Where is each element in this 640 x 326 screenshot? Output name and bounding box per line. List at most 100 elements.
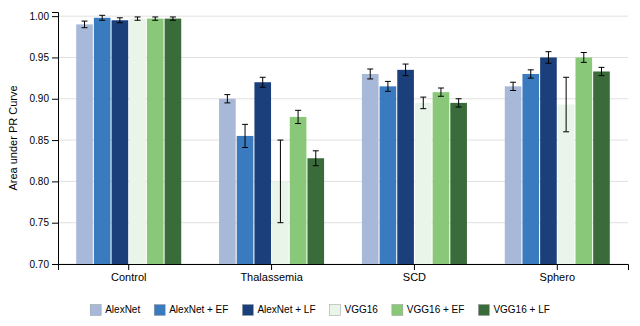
legend-label: AlexNet + LF xyxy=(257,304,315,315)
bar xyxy=(380,86,397,264)
bar xyxy=(290,117,307,264)
error-bar xyxy=(82,21,88,28)
x-tick-mark xyxy=(414,264,415,270)
error-bar xyxy=(295,110,301,123)
bar xyxy=(76,24,93,264)
error-bars xyxy=(135,17,570,223)
y-tick: 0.75 xyxy=(30,217,58,228)
x-tick: Sphero xyxy=(540,264,575,283)
bar-series xyxy=(94,18,539,264)
error-bar xyxy=(545,52,551,64)
y-tick-mark xyxy=(52,16,58,17)
y-tick-mark xyxy=(52,223,58,224)
error-bar xyxy=(152,17,158,20)
grid xyxy=(58,16,628,264)
y-tick-mark xyxy=(52,57,58,58)
x-tick-mark xyxy=(128,264,129,270)
bar xyxy=(415,103,432,264)
x-tick-mark xyxy=(557,264,558,270)
y-tick-label: 0.95 xyxy=(30,52,50,63)
bar xyxy=(147,19,164,264)
y-tick-mark xyxy=(52,140,58,141)
error-bars xyxy=(99,15,534,147)
marks xyxy=(76,15,610,264)
error-bar xyxy=(135,17,141,20)
chart: 0.70 0.75 0.80 0.85 0.90 0.95 1.00 Control Thala… xyxy=(0,0,640,326)
error-bar xyxy=(438,88,444,96)
x-tick: SCD xyxy=(403,264,426,283)
error-bar xyxy=(456,99,462,107)
error-bar xyxy=(598,67,604,75)
bar xyxy=(575,57,592,264)
bar xyxy=(94,18,111,264)
legend-item: VGG16 + LF xyxy=(478,304,549,316)
y-tick-mark xyxy=(52,181,58,182)
legend-item: VGG16 xyxy=(330,304,379,316)
legend-label: VGG16 + EF xyxy=(407,304,465,315)
error-bar xyxy=(313,151,319,166)
y-tick-label: 0.75 xyxy=(30,217,50,228)
y-tick: 0.80 xyxy=(30,176,58,187)
x-tick-label: SCD xyxy=(403,271,426,283)
y-tick: 0.70 xyxy=(30,259,58,270)
error-bars xyxy=(152,17,587,124)
legend-swatch xyxy=(392,305,403,316)
bar xyxy=(237,136,254,264)
y-tick-label: 0.80 xyxy=(30,176,50,187)
bar xyxy=(362,74,379,264)
legend-item: AlexNet xyxy=(90,304,140,316)
y-tick: 0.95 xyxy=(30,52,58,63)
y-tick-mark xyxy=(52,99,58,100)
bar xyxy=(397,70,414,264)
legend-swatch xyxy=(154,305,165,316)
error-bars xyxy=(82,21,517,103)
x-axis: Control Thalassemia SCD Sphero xyxy=(59,264,629,283)
bar xyxy=(593,71,610,264)
bar xyxy=(522,74,539,264)
error-bar xyxy=(563,77,569,132)
error-bar xyxy=(260,77,266,87)
legend-label: VGG16 xyxy=(345,304,379,315)
error-bar xyxy=(242,124,248,147)
bar xyxy=(450,103,467,264)
error-bar xyxy=(581,52,587,62)
x-tick-label: Thalassemia xyxy=(240,271,303,283)
error-bars xyxy=(117,18,552,87)
error-bars xyxy=(170,17,605,166)
legend-label: VGG16 + LF xyxy=(493,304,549,315)
y-tick-label: 0.85 xyxy=(30,135,50,146)
error-bar xyxy=(385,81,391,91)
y-tick: 0.85 xyxy=(30,135,58,146)
legend-label: AlexNet + EF xyxy=(169,304,228,315)
y-tick: 1.00 xyxy=(30,11,58,22)
y-axis-title: Area under PR Curve xyxy=(7,85,19,190)
bar-series xyxy=(147,19,592,264)
bar-series xyxy=(129,19,574,264)
bar-series xyxy=(165,19,610,264)
y-tick-label: 0.70 xyxy=(30,259,50,270)
legend-item: AlexNet + EF xyxy=(154,304,228,316)
y-tick-label: 0.90 xyxy=(30,93,50,104)
grid-line xyxy=(58,16,628,17)
error-bar xyxy=(117,18,123,23)
error-bar xyxy=(99,15,105,20)
error-bar xyxy=(403,64,409,76)
y-tick: 0.90 xyxy=(30,93,58,104)
bar xyxy=(165,19,182,264)
bar xyxy=(219,99,236,264)
error-bar xyxy=(420,97,426,109)
bar xyxy=(129,19,146,264)
bar xyxy=(433,92,450,264)
x-axis-line xyxy=(59,265,629,271)
error-bar xyxy=(170,17,176,20)
x-tick: Thalassemia xyxy=(240,264,303,283)
error-bar xyxy=(510,82,516,90)
bar xyxy=(505,86,522,264)
y-tick-label: 1.00 xyxy=(30,11,50,22)
x-tick: Control xyxy=(111,264,146,283)
y-tick-mark xyxy=(52,264,58,265)
error-bar xyxy=(224,95,230,103)
x-tick-mark xyxy=(271,264,272,270)
y-axis: 0.70 0.75 0.80 0.85 0.90 0.95 1.00 xyxy=(30,11,59,270)
bar xyxy=(307,158,324,264)
